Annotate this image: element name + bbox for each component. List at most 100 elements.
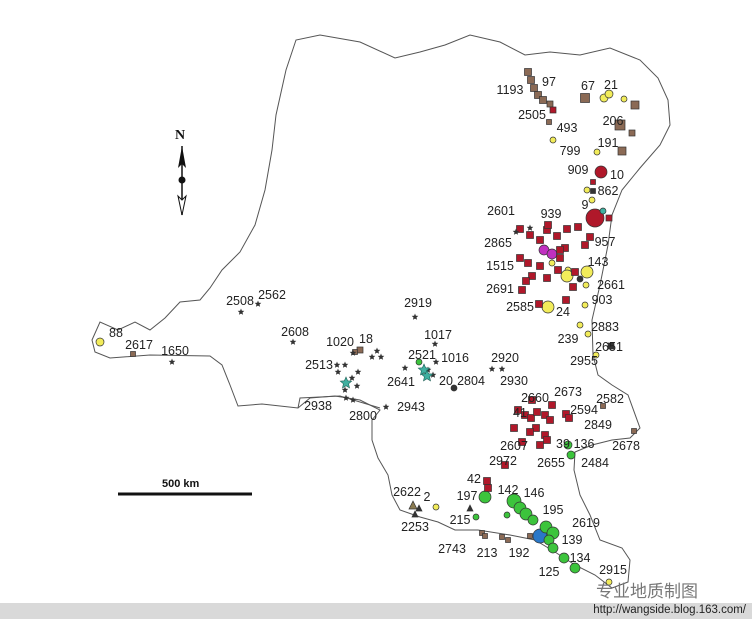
circle-marker <box>415 358 423 366</box>
square-marker <box>536 262 544 270</box>
star-marker <box>432 358 440 365</box>
square-marker <box>548 401 556 409</box>
circle-marker <box>548 259 556 267</box>
square-marker <box>536 236 544 244</box>
square-marker <box>543 436 551 444</box>
circle-marker <box>450 384 458 392</box>
circle-marker <box>549 136 557 144</box>
site-label: 67 <box>581 79 595 93</box>
site-label: 862 <box>598 184 619 198</box>
site-label: 2655 <box>537 456 565 470</box>
site-label: 2938 <box>304 399 332 413</box>
site-label: 20 <box>439 374 453 388</box>
square-marker <box>590 179 596 185</box>
site-label: 2582 <box>596 392 624 406</box>
triangle-marker <box>415 504 423 512</box>
square-marker <box>607 342 615 350</box>
square-marker <box>484 484 492 492</box>
square-marker <box>356 346 364 354</box>
square-marker <box>527 533 533 539</box>
square-marker <box>580 93 590 103</box>
square-marker <box>526 428 534 436</box>
site-label: 2 <box>424 490 431 504</box>
square-marker <box>581 241 589 249</box>
site-label: 2601 <box>487 204 515 218</box>
site-label: 2804 <box>457 374 485 388</box>
country-outline <box>91 34 671 589</box>
footer-bar: http://wangside.blog.163.com/ <box>0 603 752 619</box>
site-label: 2617 <box>125 338 153 352</box>
site-labels: 1193 97 67 21 2505 493 206 799 191 909 10 862 9 2601 9… <box>109 75 640 579</box>
site-label: 88 <box>109 326 123 340</box>
triangle-marker <box>411 510 419 518</box>
circle-marker <box>541 300 555 314</box>
star-marker <box>368 353 376 360</box>
square-marker <box>546 416 554 424</box>
watermark: 专业地质制图 <box>596 582 698 602</box>
site-label: 239 <box>558 332 579 346</box>
site-label: 18 <box>359 332 373 346</box>
star-marker <box>168 358 176 365</box>
site-label: 41 <box>513 406 527 420</box>
circle-marker <box>576 321 584 329</box>
circle-marker <box>546 248 558 260</box>
site-label: 2505 <box>518 108 546 122</box>
square-marker <box>569 283 577 291</box>
star-marker <box>373 347 381 354</box>
square-marker <box>528 272 536 280</box>
circle-marker <box>478 490 492 504</box>
site-label: 10 <box>610 168 624 182</box>
site-label: 2972 <box>489 454 517 468</box>
square-marker <box>614 119 626 131</box>
star-marker <box>354 368 362 375</box>
site-label: 909 <box>568 163 589 177</box>
site-label: 134 <box>570 551 591 565</box>
square-marker <box>549 106 557 114</box>
star-marker <box>341 361 349 368</box>
circle-marker <box>566 450 576 460</box>
star-marker <box>401 364 409 371</box>
site-label: 97 <box>542 75 556 89</box>
site-label: 2594 <box>570 403 598 417</box>
site-label: 2849 <box>584 418 612 432</box>
circle-marker <box>582 281 590 289</box>
site-label: 2513 <box>305 358 333 372</box>
site-label: 206 <box>603 114 624 128</box>
square-marker <box>518 286 526 294</box>
site-label: 2883 <box>591 320 619 334</box>
star-marker <box>382 403 390 410</box>
square-marker <box>554 266 562 274</box>
square-marker <box>483 477 491 485</box>
square-marker <box>556 246 564 254</box>
square-marker <box>501 461 509 469</box>
square-marker <box>536 441 544 449</box>
footer-url: http://wangside.blog.163.com/ <box>593 604 746 616</box>
scale-label: 500 km <box>162 478 200 490</box>
star-marker <box>349 349 357 356</box>
site-label: 2619 <box>572 516 600 530</box>
north-label: N <box>175 128 186 143</box>
square-marker <box>617 146 627 156</box>
site-label: 1017 <box>424 328 452 342</box>
square-marker <box>565 414 573 422</box>
site-markers <box>95 68 640 586</box>
square-marker <box>571 268 579 276</box>
square-marker <box>524 68 532 76</box>
site-label: 136 <box>574 437 595 451</box>
square-marker <box>499 534 505 540</box>
square-marker <box>631 428 637 434</box>
site-label: 197 <box>457 489 478 503</box>
site-label: 2865 <box>484 236 512 250</box>
site-label: 799 <box>560 144 581 158</box>
star-marker <box>254 300 262 307</box>
circle-marker <box>558 552 570 564</box>
star-marker <box>289 338 297 345</box>
circle-marker <box>503 511 511 519</box>
site-label: 24 <box>556 305 570 319</box>
square-marker <box>590 188 596 194</box>
circle-marker <box>594 165 608 179</box>
site-label: 2661 <box>597 278 625 292</box>
square-marker <box>518 438 526 446</box>
site-label: 139 <box>562 533 583 547</box>
